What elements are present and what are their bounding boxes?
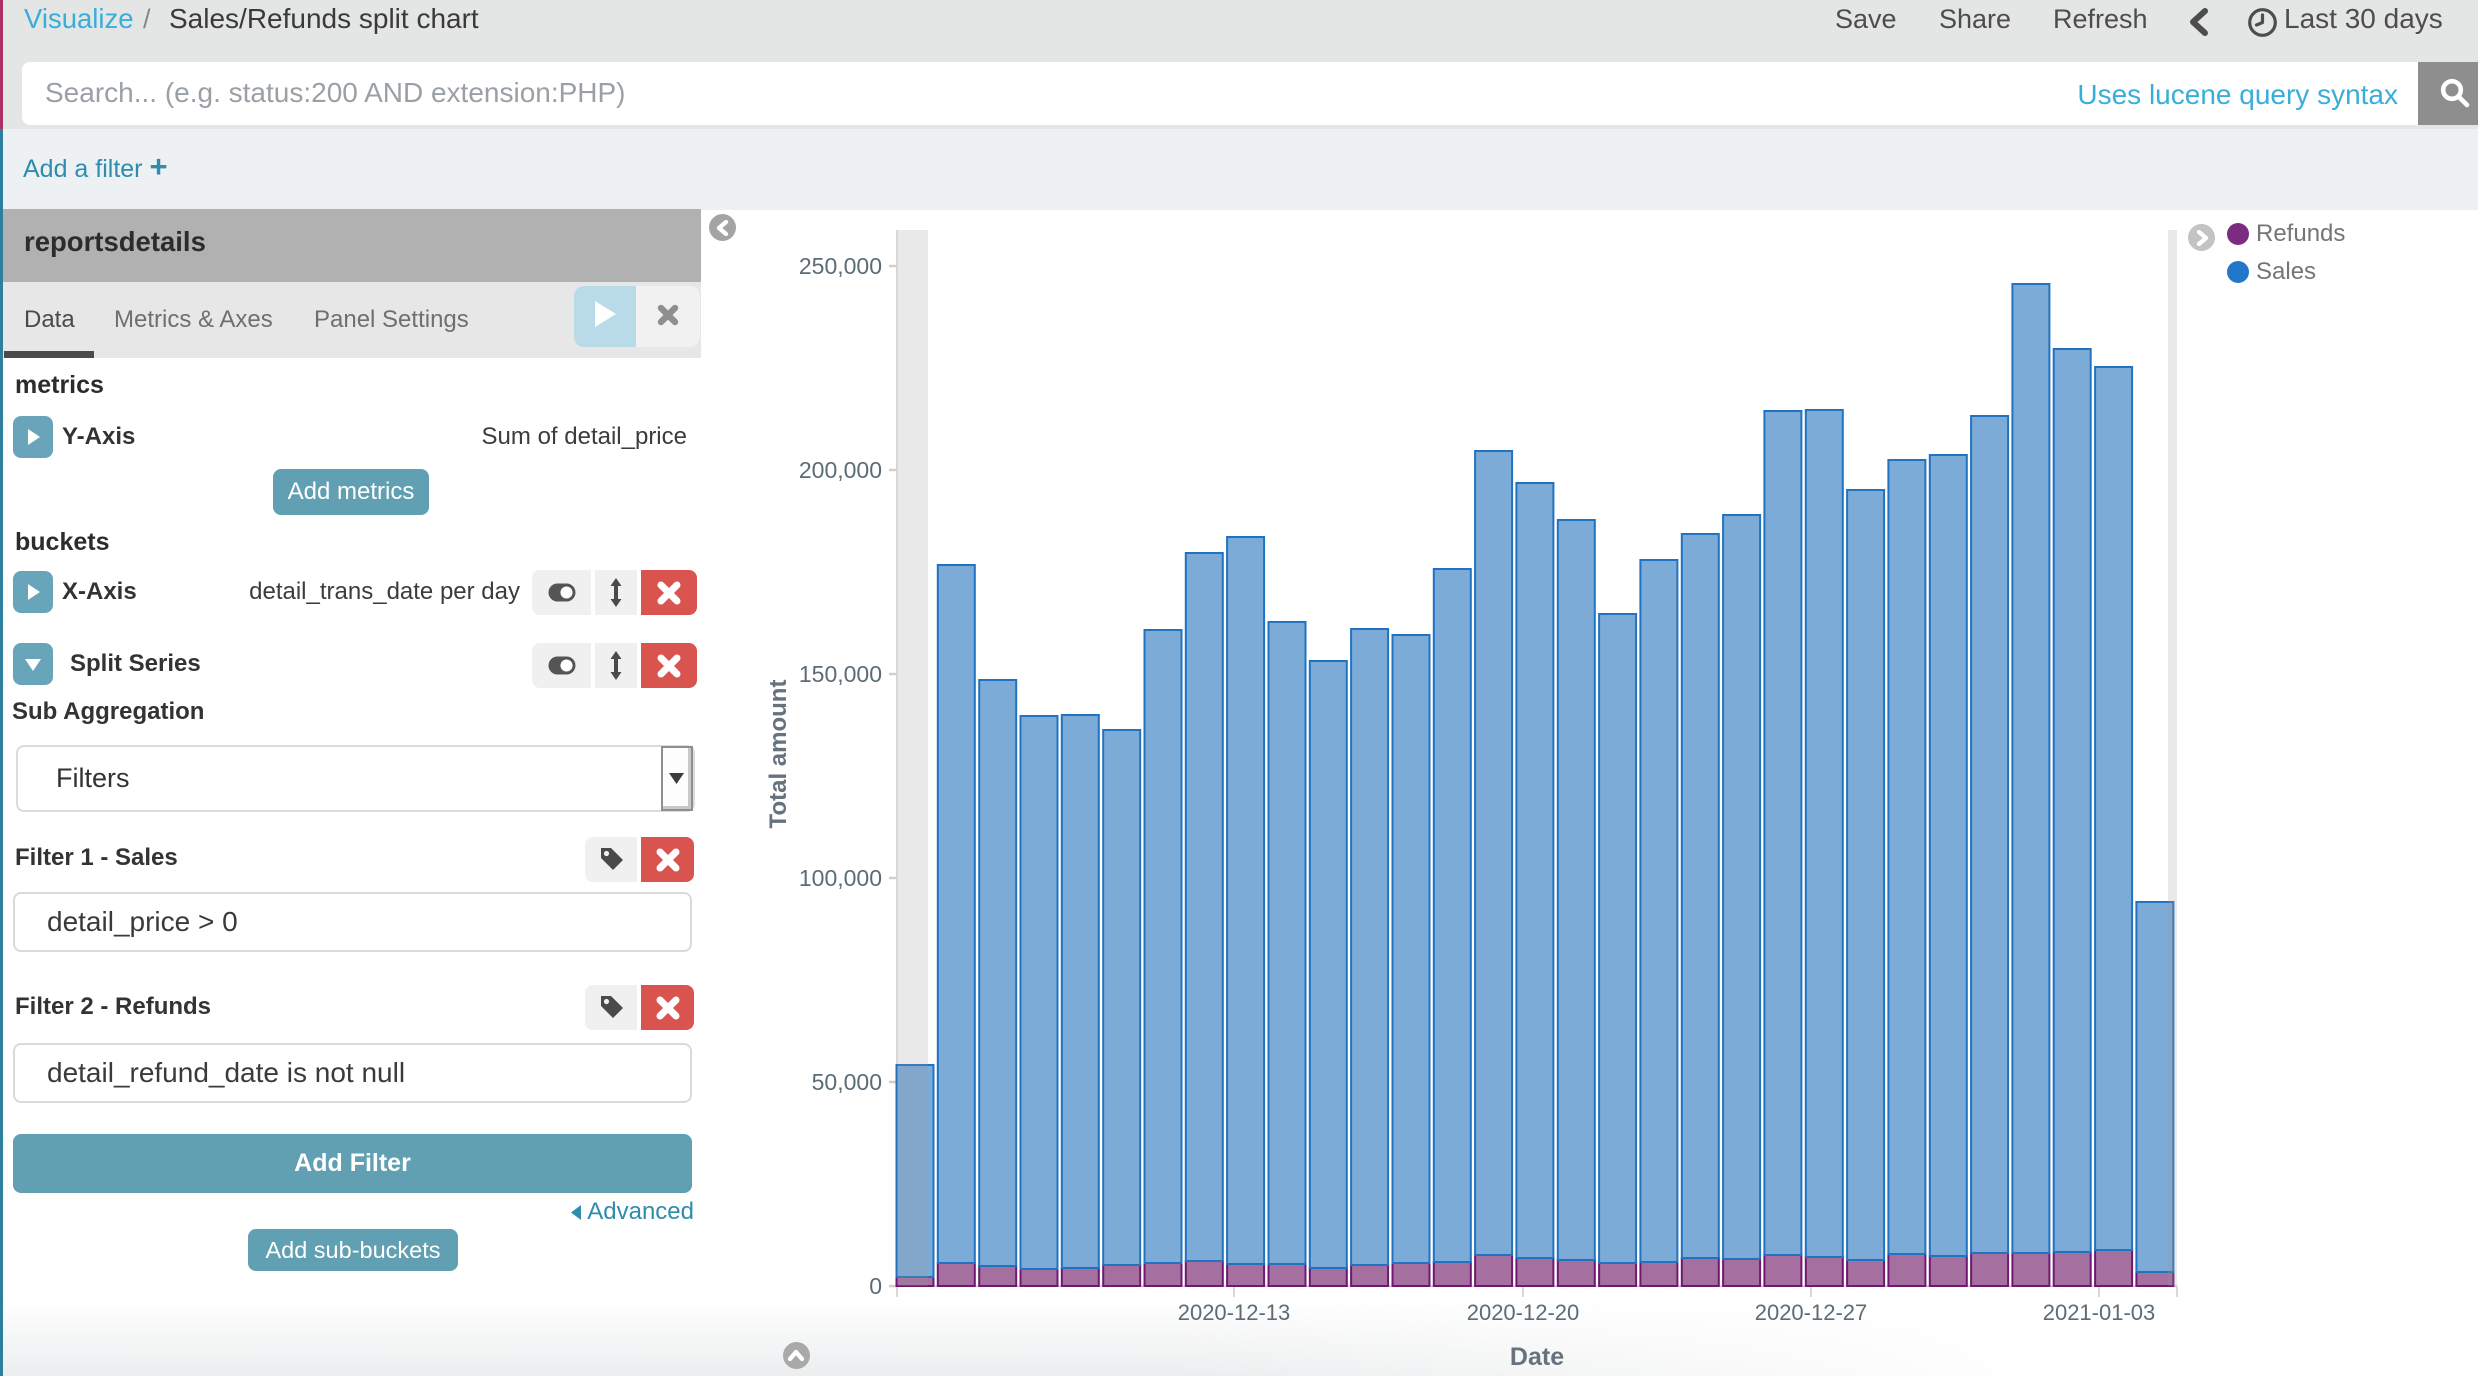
svg-text:250,000: 250,000 (799, 253, 882, 279)
svg-text:Date: Date (1510, 1343, 1564, 1371)
svg-text:100,000: 100,000 (799, 865, 882, 891)
svg-text:0: 0 (869, 1273, 882, 1299)
svg-text:2021-01-03: 2021-01-03 (2043, 1300, 2156, 1325)
svg-text:50,000: 50,000 (812, 1069, 882, 1095)
svg-text:2020-12-27: 2020-12-27 (1755, 1300, 1868, 1325)
svg-text:200,000: 200,000 (799, 457, 882, 483)
svg-text:150,000: 150,000 (799, 661, 882, 687)
svg-text:Total amount: Total amount (765, 680, 792, 829)
svg-text:2020-12-13: 2020-12-13 (1178, 1300, 1291, 1325)
svg-text:2020-12-20: 2020-12-20 (1467, 1300, 1580, 1325)
